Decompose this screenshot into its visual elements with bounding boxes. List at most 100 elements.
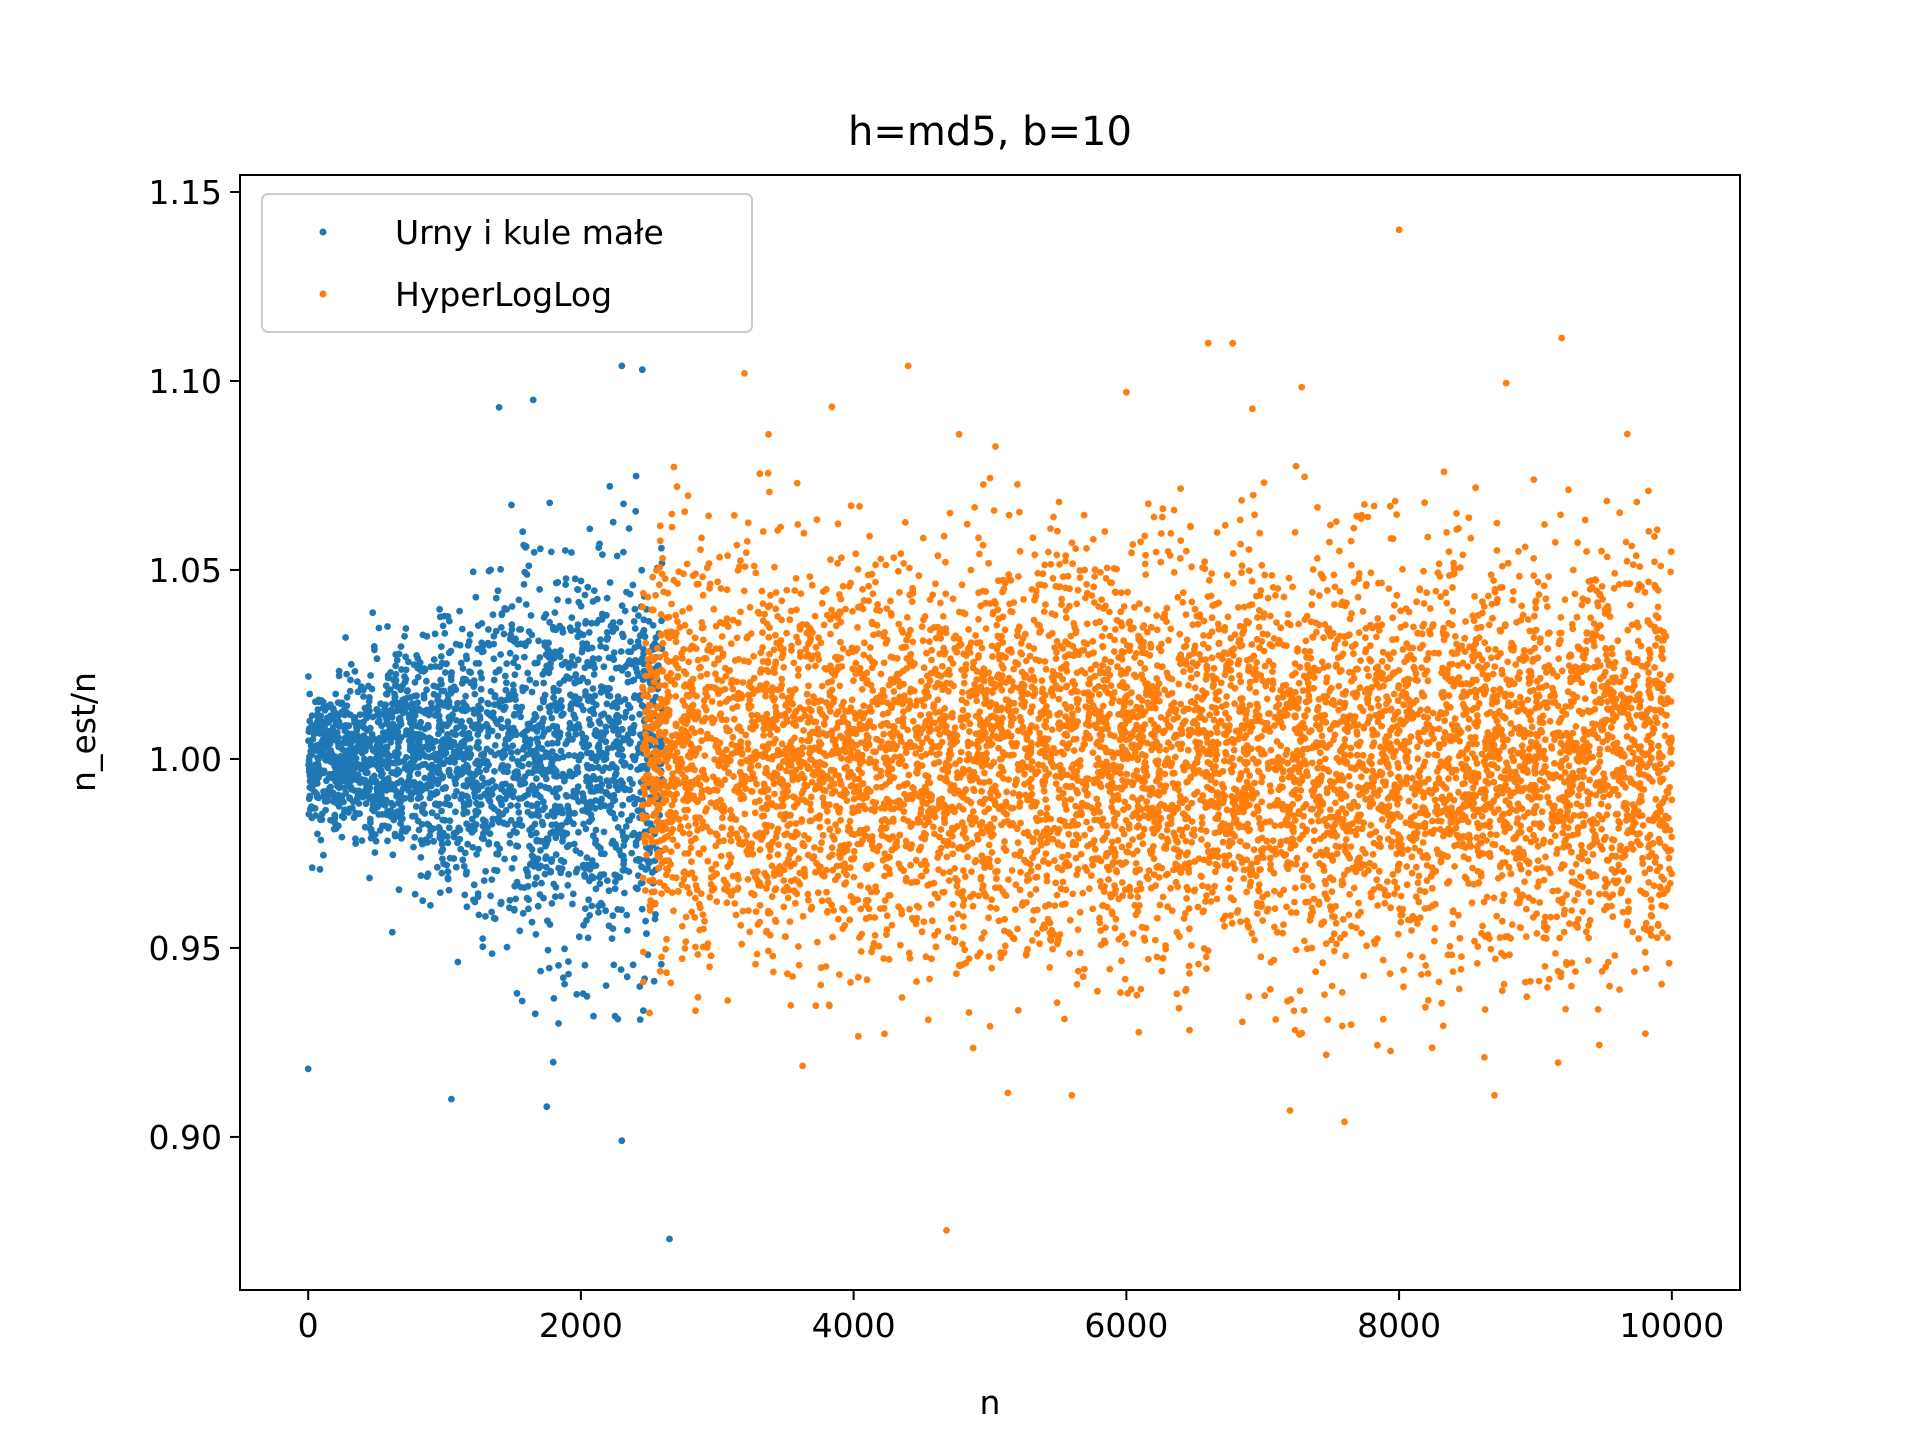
urny-point [436, 605, 443, 613]
urny-point [638, 905, 646, 913]
hyperloglog-point [999, 588, 1006, 596]
hyperloglog-point [1270, 869, 1278, 877]
urny-point [460, 809, 468, 817]
hyperloglog-point [1047, 560, 1055, 568]
urny-point [570, 840, 578, 848]
hyperloglog-point [1229, 550, 1237, 557]
urny-point [351, 668, 359, 675]
urny-point [626, 704, 634, 711]
urny-point [332, 825, 340, 832]
urny-point [598, 711, 605, 719]
hyperloglog-point [1668, 833, 1675, 841]
hyperloglog-point [1472, 484, 1479, 492]
hyperloglog-point [839, 645, 847, 652]
urny-point [484, 824, 491, 831]
urny-point [586, 777, 594, 785]
urny-point [558, 625, 566, 633]
urny-point [439, 622, 447, 630]
hyperloglog-point [1114, 836, 1122, 844]
urny-point [507, 749, 515, 756]
urny-point [532, 931, 540, 938]
urny-point [384, 775, 392, 782]
urny-point [545, 703, 553, 711]
hyperloglog-point [887, 597, 894, 605]
urny-point [365, 697, 373, 705]
urny-point [366, 815, 374, 823]
urny-point [581, 905, 589, 912]
urny-point [494, 732, 502, 740]
urny-point [590, 671, 598, 678]
hyperloglog-point [1405, 763, 1413, 771]
urny-point [617, 698, 624, 705]
hyperloglog-point [1390, 690, 1398, 698]
hyperloglog-point [1355, 629, 1363, 636]
hyperloglog-point [1159, 893, 1167, 901]
urny-point [402, 675, 410, 683]
urny-point [536, 704, 544, 712]
urny-point [446, 617, 453, 625]
urny-point [635, 672, 642, 679]
urny-point [489, 777, 496, 784]
urny-point [452, 640, 460, 648]
hyperloglog-point [1182, 611, 1190, 618]
hyperloglog-point [1055, 498, 1063, 506]
hyperloglog-point [758, 587, 766, 595]
hyperloglog-point [957, 748, 965, 756]
hyperloglog-point [1027, 666, 1035, 674]
urny-point [629, 581, 637, 589]
hyperloglog-point [849, 608, 856, 615]
urny-point [595, 908, 602, 916]
urny-point [609, 776, 616, 784]
hyperloglog-point [1294, 645, 1301, 653]
urny-point [354, 771, 362, 779]
hyperloglog-point [1359, 751, 1367, 759]
hyperloglog-point [1226, 876, 1234, 883]
urny-point [375, 624, 383, 632]
urny-point [440, 860, 447, 868]
urny-point [548, 739, 556, 747]
urny-point [612, 844, 620, 851]
hyperloglog-point [1409, 644, 1417, 652]
urny-point [462, 676, 470, 684]
hyperloglog-point [958, 581, 966, 589]
hyperloglog-point [1165, 636, 1172, 644]
urny-point [459, 707, 466, 714]
urny-point [444, 875, 452, 883]
urny-point [428, 778, 436, 785]
urny-point [582, 619, 589, 627]
urny-point [598, 901, 606, 909]
urny-point [615, 744, 622, 752]
hyperloglog-point [1581, 695, 1589, 703]
urny-point [442, 784, 449, 792]
urny-point [627, 648, 635, 655]
urny-point [508, 621, 516, 629]
hyperloglog-point [830, 835, 838, 843]
hyperloglog-point [1557, 511, 1564, 519]
hyperloglog-point [1403, 863, 1411, 870]
hyperloglog-point [1363, 665, 1371, 673]
urny-point [496, 845, 504, 852]
hyperloglog-point [1331, 601, 1338, 608]
hyperloglog-point [800, 727, 807, 734]
hyperloglog-point [1052, 780, 1060, 788]
urny-point [533, 874, 540, 881]
urny-point [617, 966, 625, 973]
hyperloglog-point [1481, 1053, 1488, 1061]
urny-point [536, 654, 544, 661]
urny-point [562, 575, 570, 582]
hyperloglog-point [1635, 935, 1643, 943]
urny-point [475, 845, 482, 853]
hyperloglog-point [752, 908, 760, 915]
hyperloglog-point [1361, 501, 1368, 508]
hyperloglog-point [1498, 987, 1506, 995]
urny-point [628, 714, 636, 722]
urny-point [469, 568, 477, 576]
urny-point [547, 650, 555, 658]
hyperloglog-point [1554, 1059, 1562, 1066]
urny-point [490, 676, 498, 684]
urny-point [362, 769, 369, 776]
urny-point [620, 500, 627, 508]
urny-point [466, 717, 473, 725]
urny-point [427, 790, 435, 797]
hyperloglog-point [680, 875, 688, 883]
